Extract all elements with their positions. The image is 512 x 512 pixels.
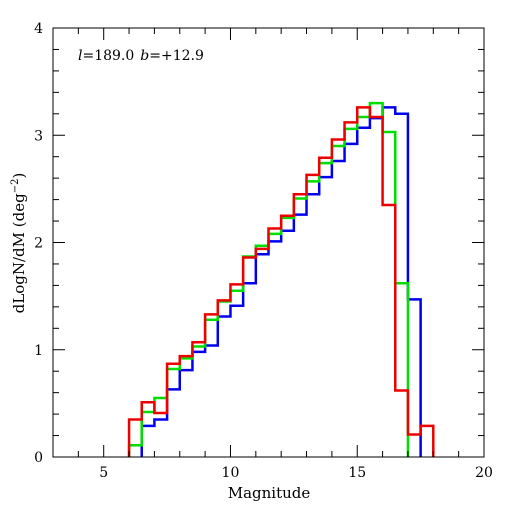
x-axis-label: Magnitude: [228, 484, 311, 502]
x-tick-label: 10: [222, 465, 240, 481]
x-tick-label: 5: [99, 465, 108, 481]
y-tick-label: 0: [34, 450, 43, 466]
y-tick-label: 3: [34, 128, 43, 144]
galactic-l-value: =189.0: [82, 48, 134, 64]
y-tick-label: 1: [34, 343, 43, 359]
y-tick-label: 2: [34, 236, 43, 252]
galactic-l-symbol: l: [78, 48, 82, 64]
y-axis-label: dLogN/dM (deg−2): [10, 173, 28, 314]
y-axis-label-suffix: ): [10, 173, 28, 179]
x-tick-label: 15: [348, 465, 366, 481]
ticks-layer: [52, 27, 485, 458]
series-layer: [127, 101, 435, 457]
y-tick-label: 4: [34, 21, 43, 37]
coordinates-annotation: l=189.0 b=+12.9: [78, 48, 204, 64]
x-tick-label: 20: [475, 465, 493, 481]
y-axis-label-exponent: −2: [10, 179, 21, 194]
tick-labels-layer: 5 10 15 20 0 1 2 3 4: [34, 21, 493, 481]
galactic-b-symbol: b: [140, 48, 149, 64]
histogram-series-2: [127, 101, 410, 457]
histogram-series-3: [127, 106, 435, 457]
galactic-b-value: =+12.9: [149, 48, 204, 64]
histogram-series-1: [140, 106, 422, 457]
y-axis-label-main: dLogN/dM (deg: [10, 193, 28, 313]
